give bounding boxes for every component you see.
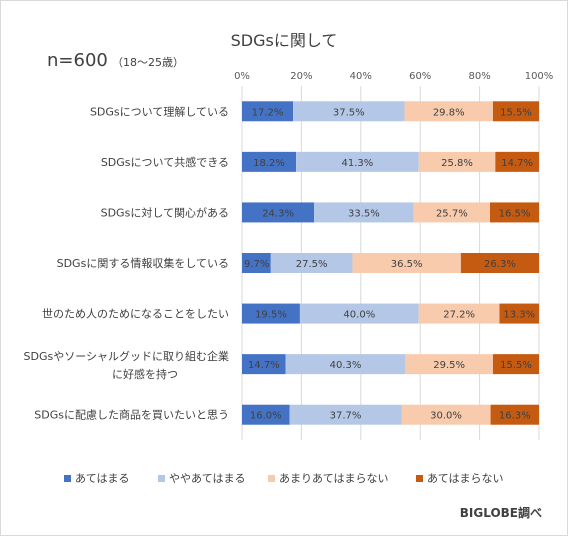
category-label-line2: に好感を持つ	[112, 367, 178, 381]
bar-segment	[401, 404, 491, 425]
bar-segment	[314, 202, 414, 223]
bar-segment	[242, 202, 315, 223]
data-label: 9.7%	[244, 259, 269, 270]
data-label: 14.7%	[248, 360, 280, 371]
data-label: 16.0%	[250, 411, 282, 422]
bar-segment	[242, 303, 300, 324]
data-label: 26.3%	[484, 259, 516, 270]
bar-segment	[495, 151, 539, 172]
x-tick-label: 0%	[234, 71, 250, 82]
data-label: 13.3%	[503, 310, 535, 321]
bar-segment	[404, 101, 493, 122]
data-label: 27.5%	[296, 259, 328, 270]
category-label: SDGsについて理解している	[90, 104, 229, 118]
category-label: SDGsやソーシャルグッドに取り組む企業	[24, 349, 230, 363]
legend-swatch	[268, 475, 275, 482]
data-label: 14.7%	[501, 158, 533, 169]
bar-segment	[242, 101, 294, 122]
data-label: 40.3%	[330, 360, 362, 371]
x-tick-label: 80%	[468, 71, 490, 82]
x-tick-label: 100%	[525, 71, 554, 82]
category-label: SDGsに配慮した商品を買いたいと思う	[34, 408, 229, 422]
legend-label: あてはまらない	[427, 472, 504, 485]
bar-segment	[296, 151, 419, 172]
bar-segment	[293, 101, 405, 122]
bar-segment	[242, 253, 271, 273]
data-label: 16.5%	[499, 208, 531, 219]
x-tick-label: 60%	[409, 71, 431, 82]
bar-segment	[499, 303, 539, 324]
legend-swatch	[158, 475, 165, 482]
legend-label: あまりあてはまらない	[279, 472, 389, 485]
data-label: 37.5%	[333, 107, 365, 118]
bar-segment	[460, 253, 539, 273]
data-label: 18.2%	[253, 158, 285, 169]
data-label: 29.8%	[433, 107, 465, 118]
data-label: 25.7%	[436, 208, 468, 219]
bar-segment	[352, 253, 461, 273]
bar-segment	[270, 253, 353, 273]
x-tick-label: 20%	[290, 71, 312, 82]
x-tick-label: 40%	[350, 71, 372, 82]
legend-swatch	[64, 475, 71, 482]
bar-segment	[285, 354, 406, 375]
sample-size-label: n=600	[47, 50, 108, 71]
data-label: 36.5%	[391, 259, 423, 270]
chart-title: SDGsに関して	[231, 31, 338, 50]
data-label: 19.5%	[255, 310, 287, 321]
bar-segment	[242, 354, 286, 375]
data-label: 30.0%	[430, 411, 462, 422]
bar-segment	[242, 404, 290, 425]
bar-segment	[492, 354, 539, 375]
data-label: 37.7%	[330, 411, 362, 422]
bar-segment	[418, 151, 496, 172]
data-label: 41.3%	[341, 158, 373, 169]
data-label: 15.5%	[500, 360, 532, 371]
category-label: SDGsに関する情報収集をしている	[57, 256, 229, 270]
category-label: 世のため人のためになることをしたい	[42, 308, 229, 321]
legend-label: あてはまる	[75, 472, 130, 485]
data-label: 25.8%	[441, 158, 473, 169]
data-label: 16.3%	[499, 411, 531, 422]
bar-segment	[418, 303, 500, 324]
source-credit: BIGLOBE調べ	[460, 505, 542, 520]
bar-segment	[299, 303, 419, 324]
data-label: 24.3%	[262, 208, 294, 219]
category-label: SDGsについて共感できる	[101, 156, 229, 169]
legend-swatch	[416, 475, 423, 482]
legend-label: ややあてはまる	[169, 472, 246, 485]
data-label: 17.2%	[252, 107, 284, 118]
data-label: 15.5%	[500, 107, 532, 118]
bar-segment	[490, 404, 539, 425]
data-label: 40.0%	[343, 310, 375, 321]
bar-segment	[405, 354, 493, 375]
bar-segment	[242, 151, 297, 172]
bar-segment	[489, 202, 539, 223]
category-label: SDGsに対して関心がある	[101, 205, 229, 219]
data-label: 27.2%	[443, 310, 475, 321]
bar-segment	[492, 101, 539, 122]
bar-segment	[413, 202, 490, 223]
bar-segment	[289, 404, 402, 425]
sample-age-note: （18～25歳）	[112, 56, 184, 69]
data-label: 29.5%	[433, 360, 465, 371]
data-label: 33.5%	[348, 208, 380, 219]
